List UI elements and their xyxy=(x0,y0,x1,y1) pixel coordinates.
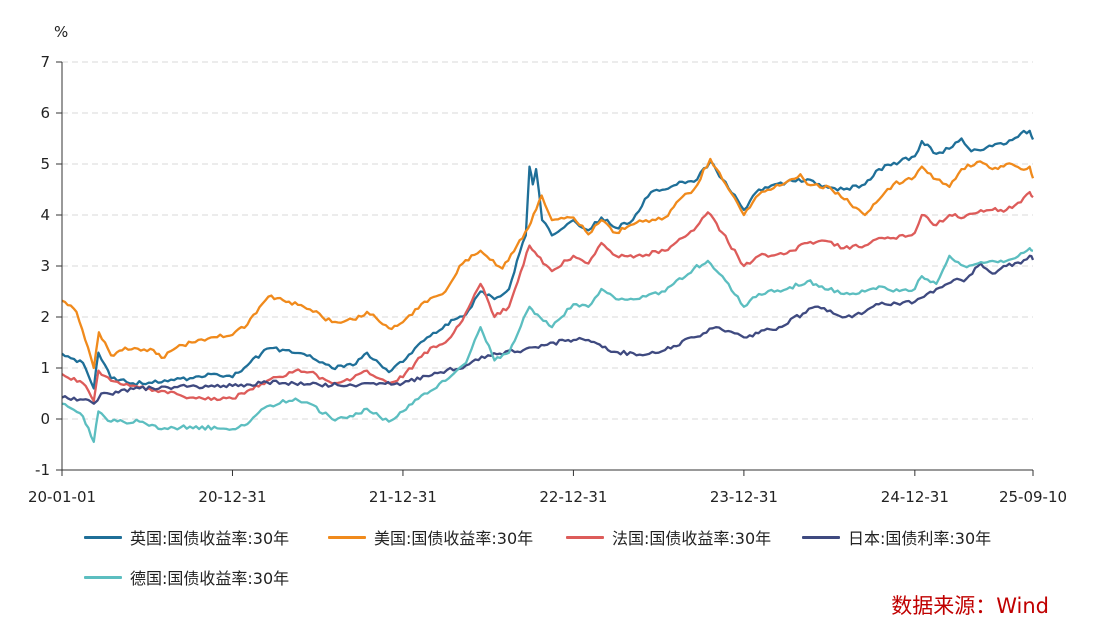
legend-item: 德国:国债收益率:30年 xyxy=(84,565,289,589)
legend-swatch xyxy=(84,575,122,579)
series-line xyxy=(61,129,1035,390)
y-tick-label: 3 xyxy=(40,257,50,275)
legend-label: 英国:国债收益率:30年 xyxy=(130,529,290,548)
series-line xyxy=(61,247,1034,444)
x-tick-label: 21-12-31 xyxy=(369,488,437,506)
gridlines xyxy=(62,61,1033,420)
y-tick-label: -1 xyxy=(35,461,50,479)
x-tick-label: 25-09-10 xyxy=(999,488,1067,506)
legend-item: 美国:国债收益率:30年 xyxy=(328,525,533,549)
y-tick-label: 2 xyxy=(40,308,50,326)
legend-swatch xyxy=(328,535,366,539)
x-tick-label: 22-12-31 xyxy=(539,488,607,506)
legend-label: 美国:国债收益率:30年 xyxy=(374,529,534,548)
series-line xyxy=(61,254,1035,405)
y-tick-label: 4 xyxy=(40,206,50,224)
legend-label: 德国:国债收益率:30年 xyxy=(130,569,290,588)
x-tick-label: 23-12-31 xyxy=(710,488,778,506)
legend-item: 法国:国债收益率:30年 xyxy=(566,525,771,549)
y-tick-label: 1 xyxy=(40,359,50,377)
series-line xyxy=(61,157,1035,370)
x-axis: 20-01-01 20-12-31 21-12-31 22-12-31 23-12-31… xyxy=(28,470,1067,506)
y-tick-label: 5 xyxy=(40,155,50,173)
y-axis: -1 0 1 2 3 4 5 6 7 xyxy=(35,53,62,479)
y-tick-label: 7 xyxy=(40,53,50,71)
legend-label: 日本:国债利率:30年 xyxy=(848,529,992,548)
y-tick-label: 6 xyxy=(40,104,50,122)
y-tick-label: 0 xyxy=(40,410,50,428)
legend-label: 法国:国债收益率:30年 xyxy=(612,529,772,548)
x-tick-label: 20-12-31 xyxy=(198,488,266,506)
legend-item: 英国:国债收益率:30年 xyxy=(84,525,289,549)
y-axis-unit-label: % xyxy=(54,23,68,41)
legend-item: 日本:国债利率:30年 xyxy=(802,525,991,549)
legend-swatch xyxy=(84,535,122,539)
source-note: 数据来源：Wind xyxy=(891,594,1049,618)
series-line xyxy=(61,190,1034,403)
series-lines xyxy=(61,129,1035,444)
legend-swatch xyxy=(802,535,840,539)
x-tick-label: 24-12-31 xyxy=(881,488,949,506)
x-tick-label: 20-01-01 xyxy=(28,488,96,506)
legend-swatch xyxy=(566,535,604,539)
